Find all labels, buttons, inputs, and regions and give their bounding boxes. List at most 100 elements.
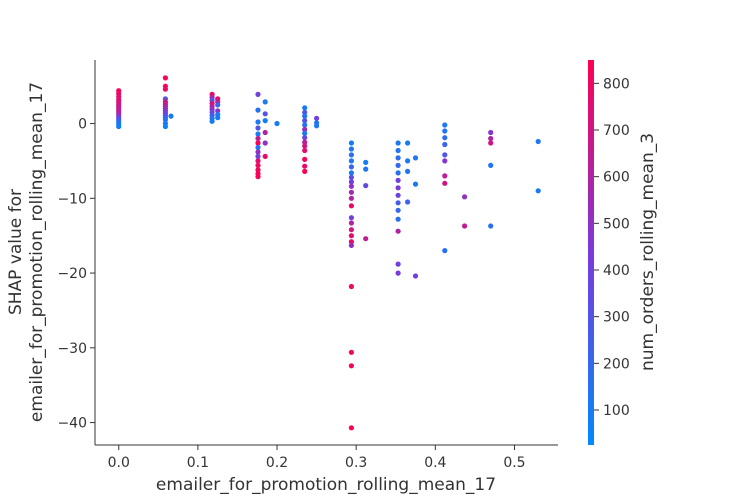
data-point: [405, 199, 411, 205]
data-point: [348, 164, 354, 170]
data-point: [442, 135, 448, 141]
data-point: [348, 349, 354, 355]
data-point: [348, 195, 354, 201]
y-axis-title-line-2: emailer_for_promotion_rolling_mean_17: [27, 82, 47, 422]
data-point: [395, 261, 401, 267]
data-point: [262, 99, 268, 105]
data-point: [274, 120, 280, 127]
data-point: [488, 223, 494, 229]
data-point: [262, 140, 268, 146]
y-axis-title: SHAP value for emailer_for_promotion_rol…: [6, 82, 47, 422]
data-point: [255, 149, 261, 155]
data-point: [348, 203, 354, 209]
y-tick-label: −30: [57, 341, 87, 357]
data-point: [363, 236, 369, 242]
data-point: [348, 215, 354, 221]
data-point: [348, 425, 354, 431]
data-point: [302, 163, 308, 169]
colorbar-tick-label: 400: [603, 263, 630, 279]
data-point: [348, 242, 354, 248]
data-point: [442, 180, 448, 186]
data-point: [215, 115, 221, 121]
y-tick-label: −10: [57, 191, 87, 207]
data-point: [348, 189, 354, 195]
data-point: [255, 107, 261, 113]
data-point: [348, 363, 354, 369]
data-point: [255, 167, 261, 173]
x-tick-label: 0.0: [108, 455, 130, 471]
colorbar-ticks: 100 200 300 400 500 600 700 800: [594, 76, 630, 419]
data-point: [395, 140, 401, 146]
data-point: [395, 147, 401, 154]
data-point: [442, 152, 448, 158]
data-point: [314, 115, 320, 121]
data-point: [255, 140, 261, 146]
points-layer: [116, 75, 541, 431]
data-point: [348, 158, 354, 164]
data-point: [363, 183, 369, 189]
data-point: [302, 109, 308, 115]
data-point: [348, 152, 354, 158]
data-point: [255, 119, 261, 125]
x-tick-label: 0.2: [266, 455, 288, 471]
x-tick-label: 0.4: [424, 455, 446, 471]
data-point: [162, 75, 168, 81]
data-point: [302, 122, 308, 128]
colorbar-tick-label: 700: [603, 123, 630, 139]
data-point: [302, 143, 308, 149]
x-tick-label: 0.3: [345, 455, 367, 471]
data-point: [395, 155, 401, 161]
data-point: [442, 248, 448, 254]
data-point: [442, 122, 448, 128]
data-point: [348, 183, 354, 189]
data-point: [405, 168, 411, 174]
y-ticks: 0 −10 −20 −30 −40: [57, 117, 95, 432]
data-point: [462, 194, 468, 200]
data-point: [395, 200, 401, 206]
data-point: [395, 185, 401, 191]
data-point: [395, 162, 401, 168]
data-point: [262, 153, 268, 159]
data-point: [405, 140, 411, 146]
x-axis-title: emailer_for_promotion_rolling_mean_17: [156, 475, 496, 495]
data-point: [395, 192, 401, 198]
data-point: [442, 158, 448, 164]
data-point: [255, 125, 261, 131]
data-point: [302, 168, 308, 174]
data-point: [395, 207, 401, 213]
data-point: [412, 155, 419, 161]
data-point: [348, 227, 354, 233]
colorbar-title: num_orders_rolling_mean_3: [638, 133, 658, 371]
data-point: [262, 129, 268, 136]
y-tick-label: −40: [57, 416, 87, 432]
data-point: [348, 179, 354, 185]
data-point: [395, 270, 401, 276]
data-point: [348, 233, 354, 239]
data-point: [255, 135, 261, 142]
data-point: [255, 131, 261, 137]
data-point: [395, 177, 401, 183]
data-point: [348, 239, 354, 245]
data-point: [412, 273, 419, 279]
data-point: [488, 140, 494, 146]
colorbar: [588, 60, 594, 445]
data-point: [395, 228, 401, 234]
data-point: [442, 173, 448, 179]
data-point: [162, 86, 168, 92]
colorbar-tick-label: 500: [603, 216, 630, 232]
data-point: [302, 105, 308, 111]
data-point: [302, 139, 308, 145]
data-point: [162, 123, 168, 130]
data-point: [348, 146, 354, 152]
data-point: [255, 174, 261, 180]
data-point: [255, 91, 261, 97]
data-point: [348, 140, 354, 146]
data-point: [209, 118, 215, 124]
data-point: [535, 138, 541, 145]
colorbar-tick-label: 300: [603, 310, 630, 326]
data-point: [363, 166, 369, 172]
data-point: [348, 283, 354, 290]
data-point: [302, 130, 308, 136]
y-tick-label: 0: [78, 117, 87, 133]
